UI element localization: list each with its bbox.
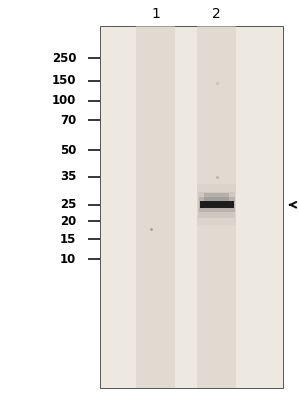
Bar — [200, 202, 234, 208]
Text: 20: 20 — [60, 215, 76, 228]
Text: 15: 15 — [60, 233, 76, 246]
Text: 150: 150 — [52, 74, 76, 87]
Text: 1: 1 — [151, 7, 160, 21]
Text: 250: 250 — [52, 52, 76, 64]
Bar — [204, 193, 230, 202]
Bar — [136, 26, 175, 388]
Text: 10: 10 — [60, 253, 76, 266]
Text: 70: 70 — [60, 114, 76, 126]
Bar — [100, 26, 283, 388]
Text: 35: 35 — [60, 170, 76, 183]
Bar — [198, 192, 236, 218]
Text: 100: 100 — [52, 94, 76, 107]
Text: 2: 2 — [212, 7, 221, 21]
Bar — [197, 26, 236, 388]
Text: 25: 25 — [60, 198, 76, 211]
Bar — [199, 197, 235, 212]
Bar — [197, 184, 236, 225]
Text: 50: 50 — [60, 144, 76, 156]
